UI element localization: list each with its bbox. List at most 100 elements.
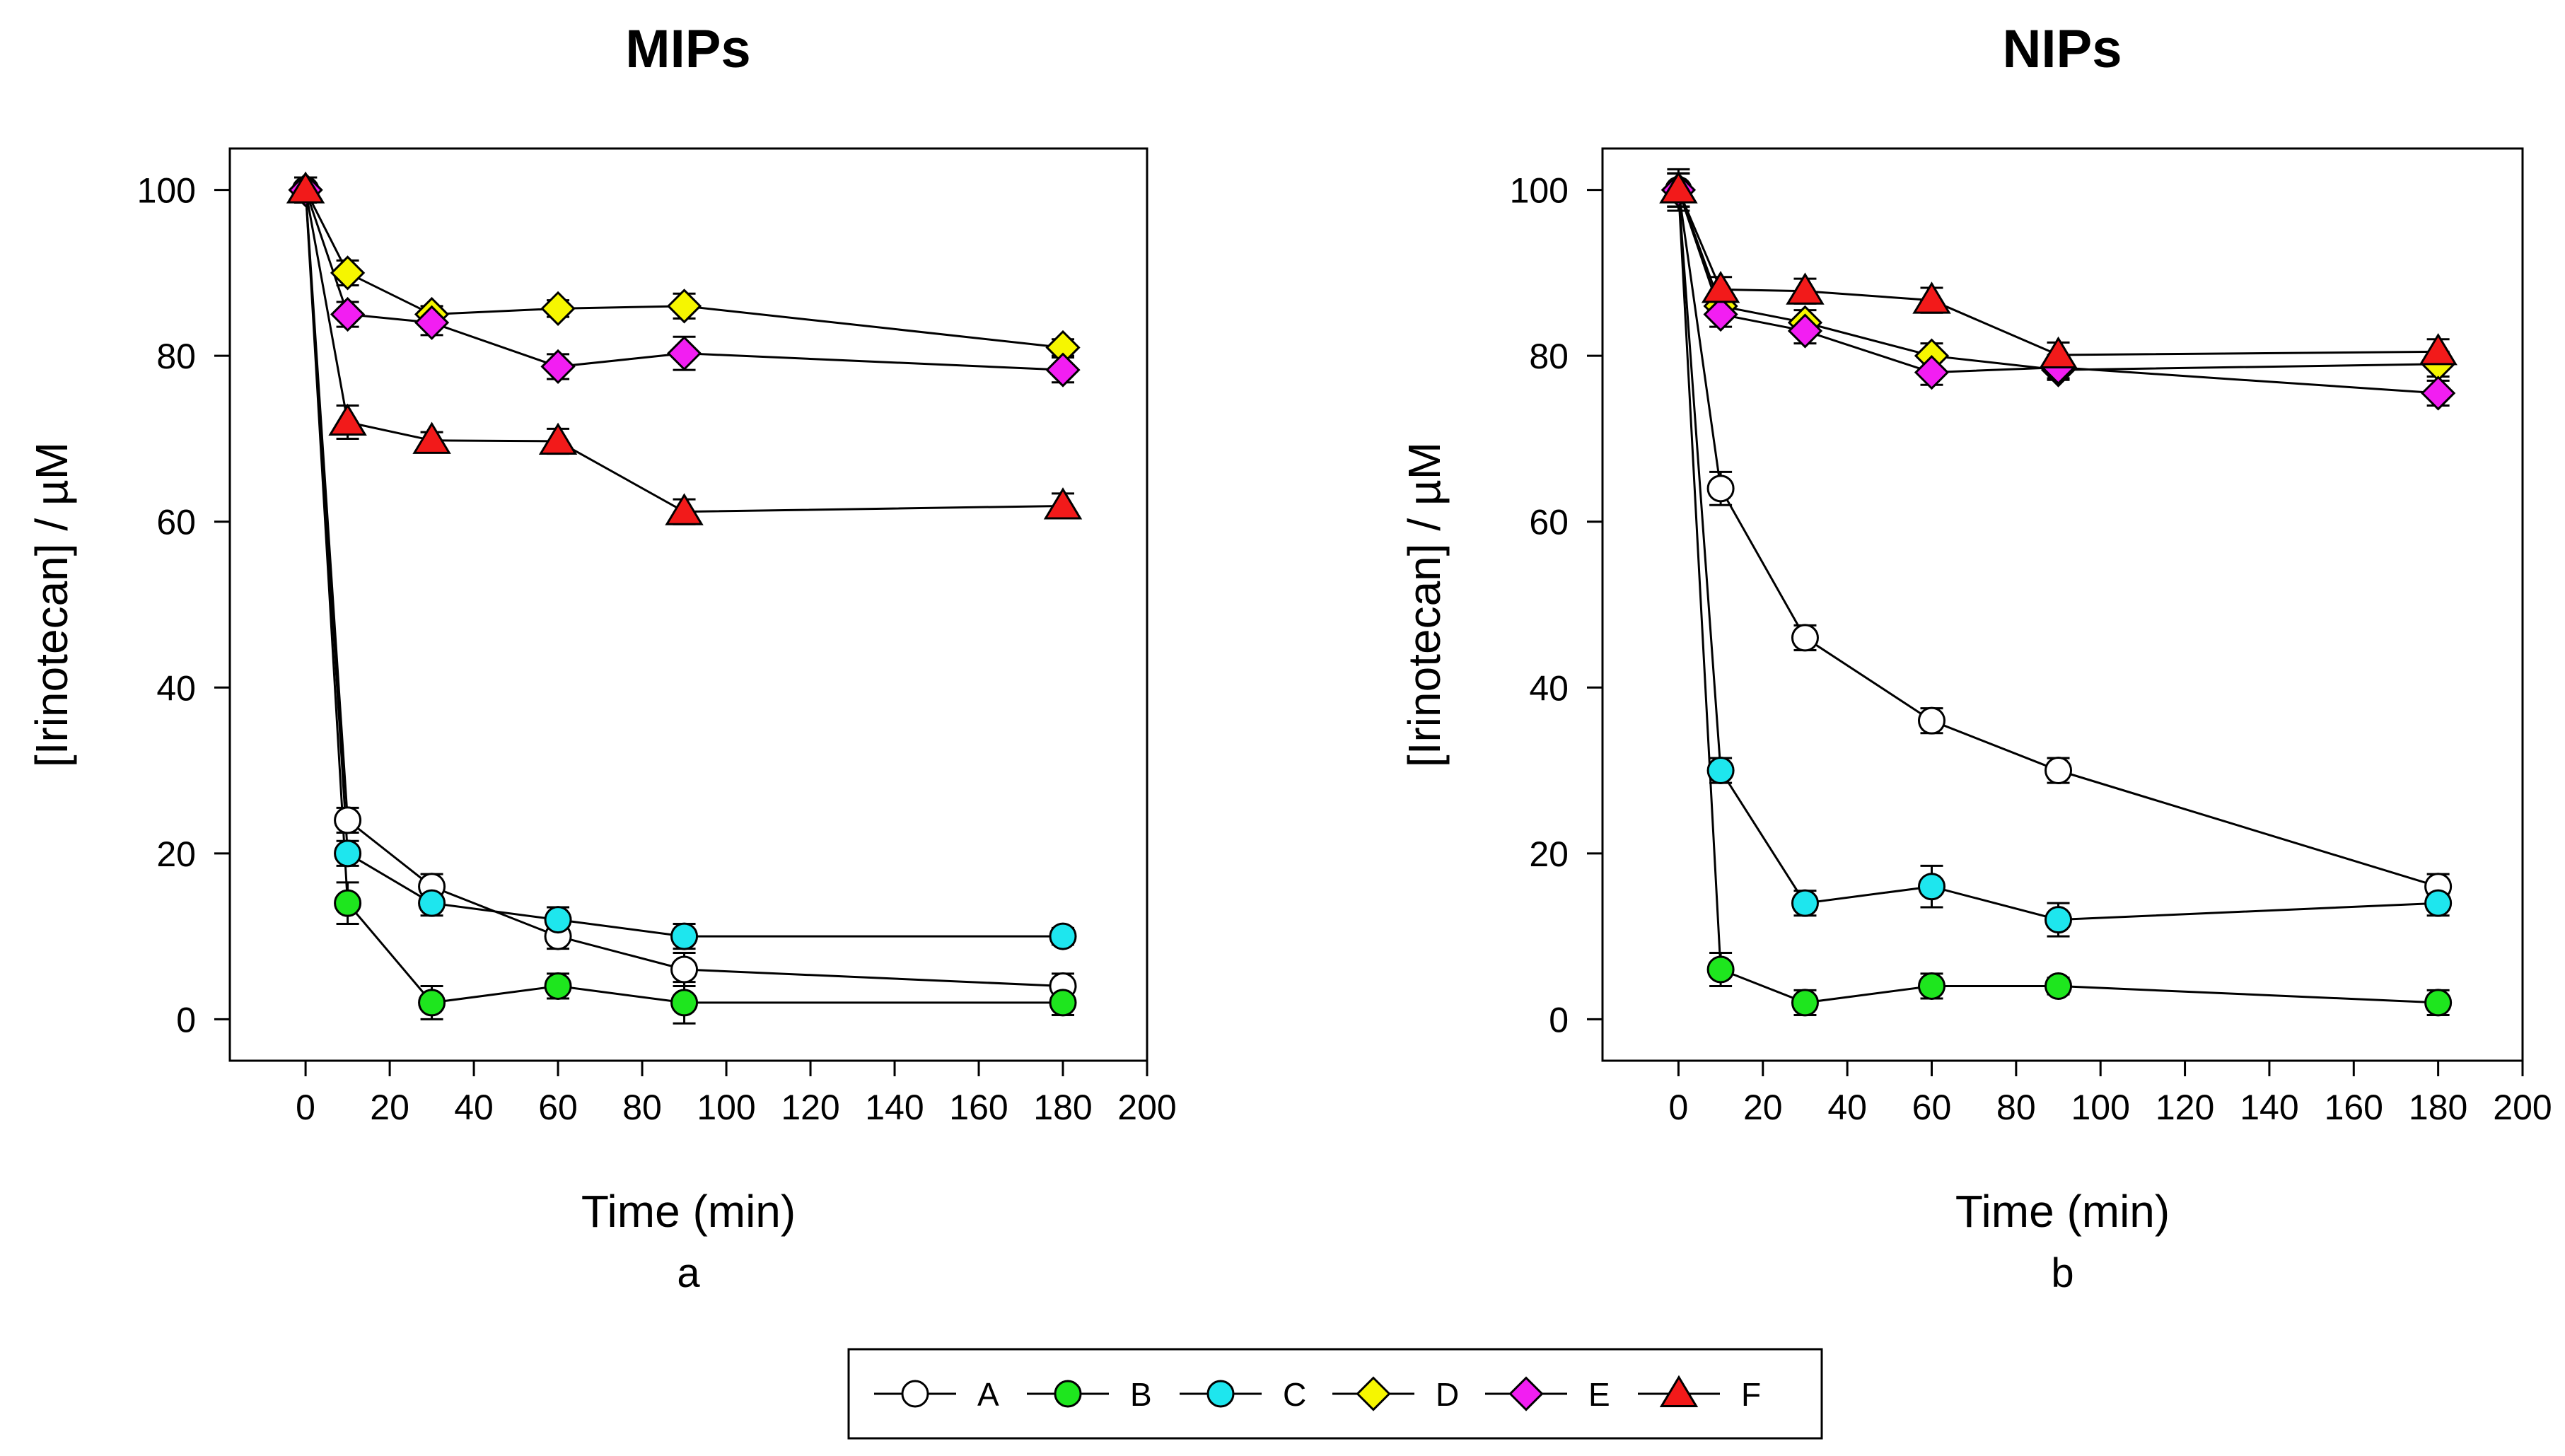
data-point-F (665, 493, 704, 525)
data-point-F (1786, 272, 1825, 305)
legend-marker-D (1356, 1376, 1391, 1411)
x-tick-label: 160 (2325, 1088, 2383, 1127)
data-point-C (1791, 889, 1819, 917)
x-tick-label: 20 (370, 1088, 409, 1127)
legend-label: A (977, 1376, 999, 1413)
data-point-C (1917, 873, 1945, 901)
x-axis-title: Time (min) (581, 1186, 796, 1237)
legend-item-D: D (1332, 1376, 1459, 1413)
data-point-F (2419, 333, 2458, 366)
data-point-A (1791, 624, 1819, 652)
data-point-A (670, 955, 699, 984)
x-tick-label: 120 (781, 1088, 839, 1127)
legend: A B C D E F (847, 1348, 1823, 1440)
data-point-C (2424, 889, 2453, 917)
x-tick-label: 80 (1996, 1088, 2036, 1127)
data-point-B (1791, 989, 1819, 1017)
y-axis-title: [Irinotecan] / µM (1399, 442, 1450, 767)
series-line-A (1677, 190, 2439, 888)
data-point-F (328, 403, 367, 436)
series-line-F (304, 190, 1064, 513)
data-point-E (2421, 375, 2456, 411)
y-tick-label: 60 (1529, 503, 1569, 542)
legend-label: F (1741, 1376, 1761, 1413)
data-point-F (1043, 487, 1083, 520)
data-point-B (2045, 972, 2073, 1000)
data-point-E (330, 296, 366, 332)
data-point-F (2039, 336, 2078, 369)
series-line-B (1677, 190, 2438, 1004)
data-point-C (1049, 922, 1077, 950)
x-tick-label: 0 (1669, 1088, 1689, 1127)
plot-frame (1601, 147, 2524, 1062)
y-tick-label: 40 (156, 668, 196, 708)
data-point-F (1912, 281, 1951, 314)
data-point-B (670, 989, 699, 1017)
legend-label: B (1130, 1376, 1152, 1413)
series-line-B (304, 190, 1064, 1004)
x-tick-label: 100 (697, 1088, 755, 1127)
panel-label: a (677, 1250, 700, 1296)
panel-nips: 0 20 40 60 80 100 120 140 160 180 200 0 20 40 60 80 100 N… (1399, 19, 2552, 1296)
data-point-D (330, 255, 366, 291)
y-tick-label: 0 (1549, 1000, 1569, 1039)
data-point-C (418, 889, 446, 917)
legend-marker-A (901, 1380, 929, 1408)
data-point-C (670, 922, 699, 950)
data-point-E (1045, 352, 1081, 388)
data-point-D (540, 291, 576, 326)
data-point-D (666, 289, 702, 324)
x-tick-label: 200 (2493, 1088, 2552, 1127)
data-point-C (544, 906, 572, 934)
data-point-B (1706, 955, 1735, 984)
x-tick-label: 0 (296, 1088, 315, 1127)
legend-label: D (1436, 1376, 1459, 1413)
y-tick-label: 20 (1529, 834, 1569, 874)
x-tick-label: 180 (2409, 1088, 2467, 1127)
data-point-F (1659, 171, 1698, 204)
data-point-B (2424, 989, 2453, 1017)
data-point-A (2045, 757, 2073, 785)
data-point-A (1917, 706, 1945, 735)
data-point-C (2045, 906, 2073, 934)
y-tick-label: 20 (156, 834, 196, 874)
series-line-E (304, 190, 1064, 371)
x-tick-label: 40 (1827, 1088, 1867, 1127)
legend-marker-B (1054, 1380, 1082, 1408)
data-point-F (538, 422, 578, 455)
x-tick-label: 100 (2071, 1088, 2129, 1127)
data-point-E (1787, 313, 1823, 349)
data-point-B (418, 989, 446, 1017)
panel-label: b (2051, 1250, 2073, 1296)
data-point-B (334, 889, 362, 917)
data-point-B (544, 972, 572, 1000)
data-point-E (666, 336, 702, 371)
data-point-A (334, 806, 362, 834)
series-line-C (1677, 190, 2438, 921)
y-tick-label: 40 (1529, 668, 1569, 708)
legend-item-B: B (1027, 1376, 1152, 1413)
legend-marker-E (1508, 1376, 1544, 1411)
y-axis-title: [Irinotecan] / µM (26, 442, 77, 767)
data-point-F (286, 171, 325, 204)
legend-item-F: F (1638, 1375, 1761, 1413)
data-point-C (1706, 757, 1735, 785)
x-tick-label: 20 (1743, 1088, 1783, 1127)
x-tick-label: 60 (1912, 1088, 1952, 1127)
data-point-C (334, 839, 362, 868)
data-point-B (1049, 989, 1077, 1017)
y-tick-label: 100 (1510, 171, 1569, 211)
series-line-D (304, 189, 1064, 349)
y-tick-label: 60 (156, 503, 196, 542)
x-tick-label: 140 (865, 1088, 924, 1127)
y-tick-label: 100 (137, 171, 196, 211)
data-point-E (540, 349, 576, 385)
data-point-A (1706, 474, 1735, 503)
chart-title: MIPs (625, 19, 750, 79)
x-tick-label: 140 (2240, 1088, 2298, 1127)
x-tick-label: 60 (538, 1088, 578, 1127)
series-line-C (304, 190, 1064, 938)
data-point-F (412, 421, 451, 454)
plot-frame (228, 147, 1148, 1062)
